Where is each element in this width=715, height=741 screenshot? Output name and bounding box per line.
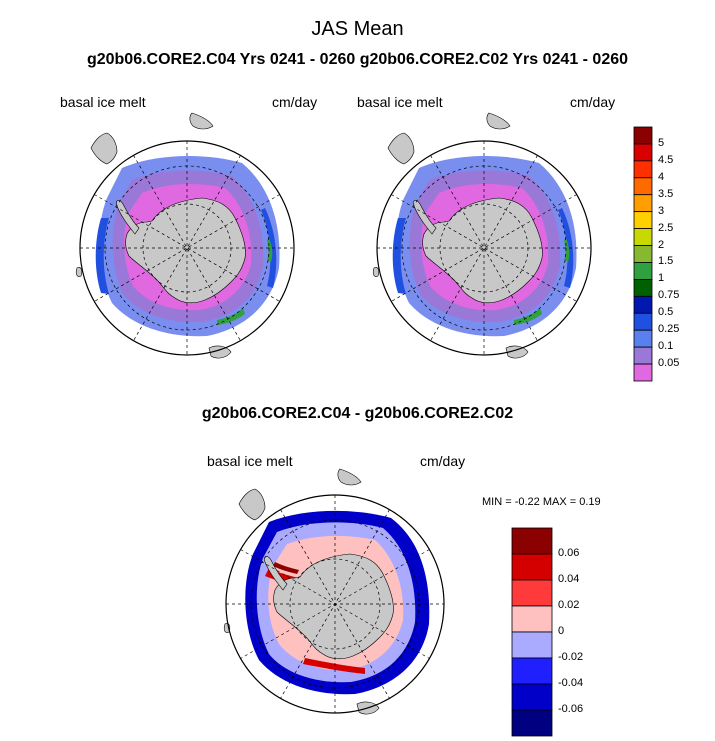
colorbar-top xyxy=(633,126,653,382)
colorbar-tick-label: -0.06 xyxy=(558,703,584,715)
colorbar-tick-label: 2 xyxy=(658,238,665,251)
colorbar-tick-label: 3.5 xyxy=(658,187,674,200)
colorbar-swatch xyxy=(633,346,653,365)
colorbar-difference xyxy=(511,527,553,737)
colorbar-tick-label: 4 xyxy=(658,170,665,183)
colorbar-tick-label: 5 xyxy=(658,136,665,149)
main-subtitle: g20b06.CORE2.C04 Yrs 0241 - 0260 g20b06.… xyxy=(86,51,629,68)
colorbar-swatch xyxy=(633,262,653,280)
colorbar-swatch xyxy=(633,295,653,314)
colorbar-tick-label: 0.02 xyxy=(558,599,580,611)
colorbar-swatch xyxy=(633,312,653,331)
map3-right-label: cm/day xyxy=(420,453,466,469)
colorbar-swatch xyxy=(633,278,653,297)
colorbar-swatch xyxy=(511,683,553,711)
colorbar-swatch xyxy=(511,657,553,685)
colorbar-swatch xyxy=(633,194,653,213)
map-panel-2 xyxy=(372,112,592,359)
colorbar-tick-label: 0 xyxy=(558,625,565,637)
colorbar-swatch xyxy=(633,143,653,162)
colorbar-tick-label: 0.05 xyxy=(658,357,680,370)
map1-left-label: basal ice melt xyxy=(60,94,146,110)
map3-left-label: basal ice melt xyxy=(207,453,293,469)
colorbar-swatch xyxy=(633,126,653,145)
colorbar-swatch xyxy=(511,631,553,659)
colorbar-swatch xyxy=(511,527,553,555)
colorbar-tick-label: 1.5 xyxy=(658,255,674,268)
map-panel-difference xyxy=(223,468,445,715)
colorbar-tick-label: -0.04 xyxy=(558,677,584,689)
map2-right-label: cm/day xyxy=(570,94,616,110)
colorbar-swatch xyxy=(633,329,653,348)
colorbar-tick-label: -0.02 xyxy=(558,651,584,663)
colorbar-tick-label: 0.06 xyxy=(558,547,580,559)
map2-left-label: basal ice melt xyxy=(357,94,443,110)
colorbar-swatch xyxy=(511,605,553,633)
colorbar-tick-label: 1 xyxy=(658,272,665,285)
colorbar-swatch xyxy=(633,177,653,196)
colorbar-tick-label: 0.5 xyxy=(658,306,674,319)
map-panel-1 xyxy=(75,112,295,359)
colorbar-swatch xyxy=(633,160,653,179)
colorbar-swatch xyxy=(511,579,553,607)
colorbar-swatch xyxy=(511,709,553,737)
colorbar-tick-label: 3 xyxy=(658,204,665,217)
colorbar-tick-label: 0.04 xyxy=(558,573,580,585)
colorbar-tick-label: 4.5 xyxy=(658,153,674,166)
colorbar-swatch xyxy=(633,228,653,246)
map1-right-label: cm/day xyxy=(272,94,318,110)
min-max-stats: MIN = -0.22 MAX = 0.19 xyxy=(482,496,601,508)
main-title: JAS Mean xyxy=(311,18,404,40)
colorbar-swatch xyxy=(633,245,653,263)
colorbar-swatch xyxy=(633,211,653,230)
colorbar-tick-label: 2.5 xyxy=(658,221,674,234)
colorbar-tick-label: 0.75 xyxy=(658,289,680,302)
colorbar-tick-label: 0.1 xyxy=(658,340,674,353)
colorbar-swatch xyxy=(511,553,553,581)
colorbar-tick-label: 0.25 xyxy=(658,323,680,336)
colorbar-swatch xyxy=(633,363,653,382)
difference-title: g20b06.CORE2.C04 - g20b06.CORE2.C02 xyxy=(201,405,514,422)
